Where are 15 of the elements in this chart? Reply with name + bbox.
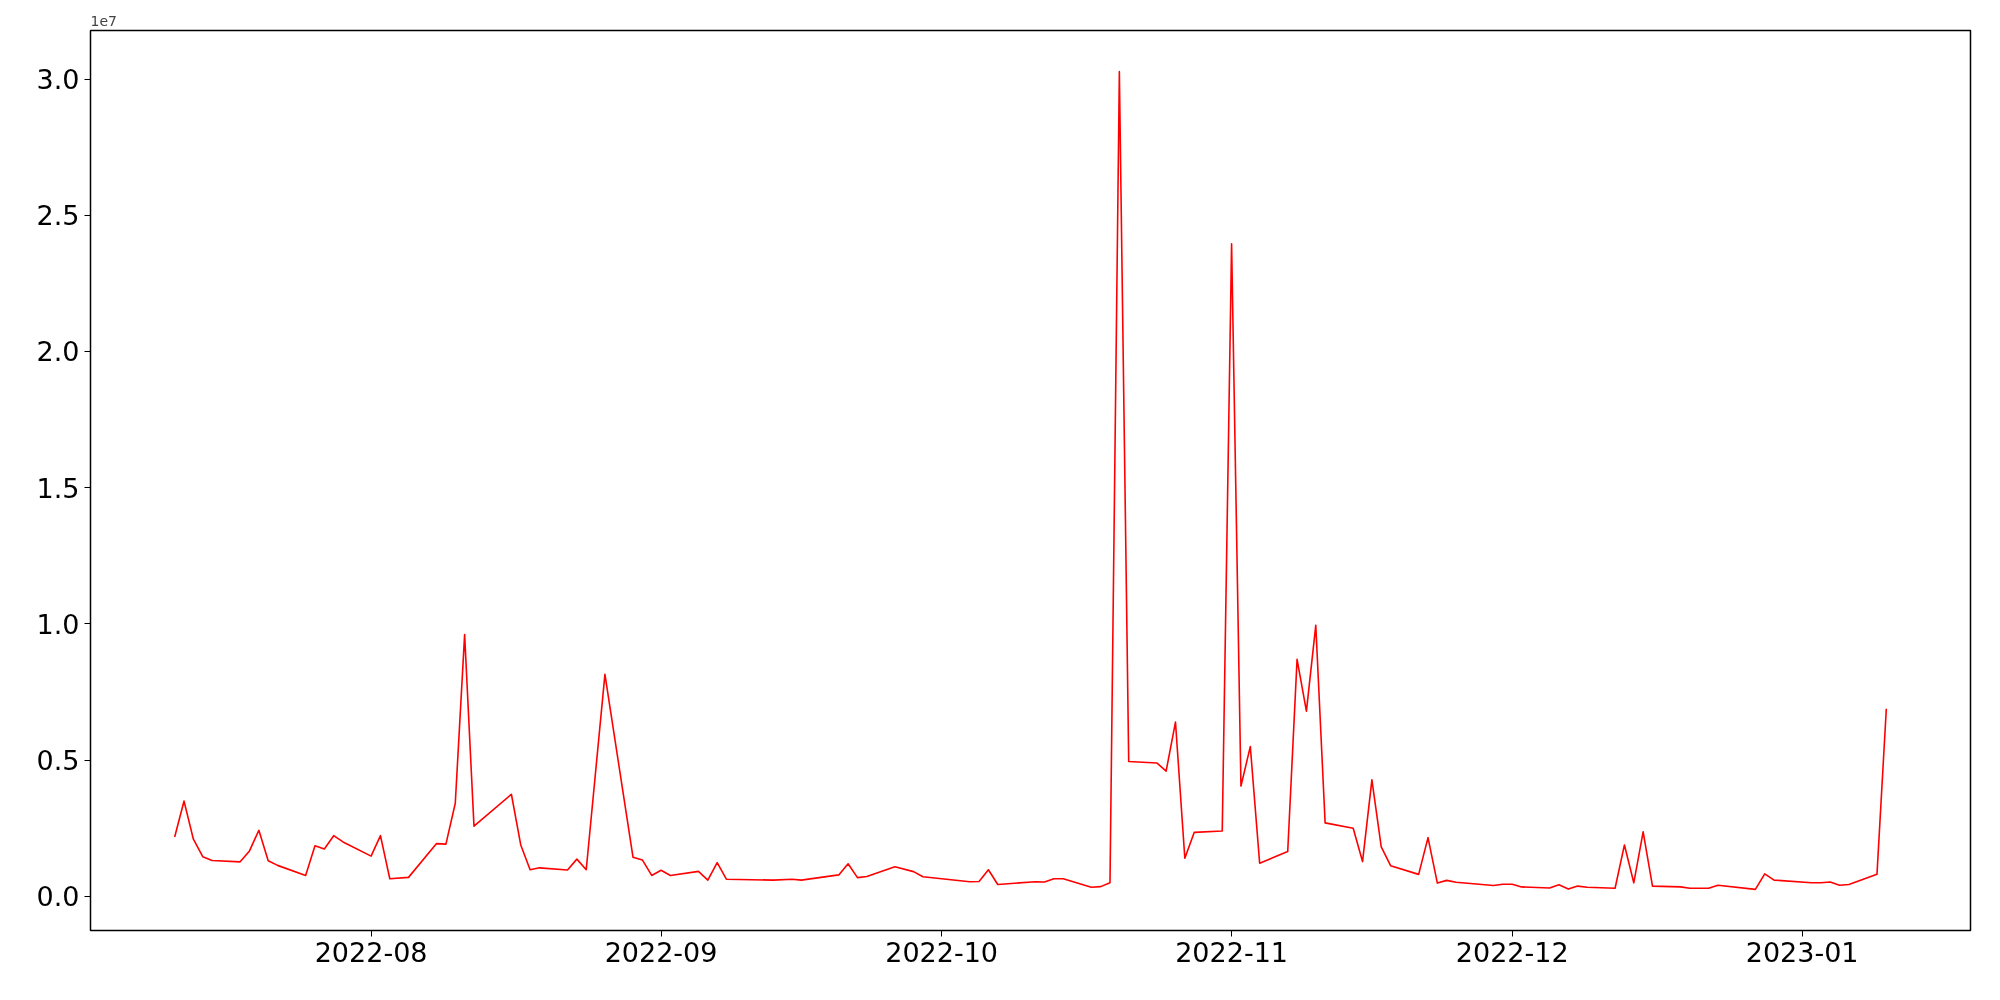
- y-tick-label: 0.5: [36, 745, 80, 777]
- y-tick-label: 0.0: [36, 881, 80, 913]
- x-tick-label: 2022-10: [885, 936, 999, 968]
- x-tick-label: 2022-08: [314, 936, 428, 968]
- x-tick-label: 2022-12: [1455, 936, 1569, 968]
- x-tick-label: 2022-11: [1175, 936, 1288, 968]
- y-tick-label: 1.5: [36, 472, 80, 504]
- y-tick-label: 2.0: [36, 336, 80, 368]
- line-series: [173, 70, 1888, 891]
- y-tick-label: 2.5: [36, 200, 80, 232]
- x-tick-label: 2023-01: [1745, 936, 1859, 968]
- x-tick-label: 2022-09: [604, 936, 718, 968]
- y-tick-label: 3.0: [36, 64, 80, 95]
- y-tick-label: 1.0: [36, 608, 80, 640]
- text: 1e7: [90, 12, 117, 29]
